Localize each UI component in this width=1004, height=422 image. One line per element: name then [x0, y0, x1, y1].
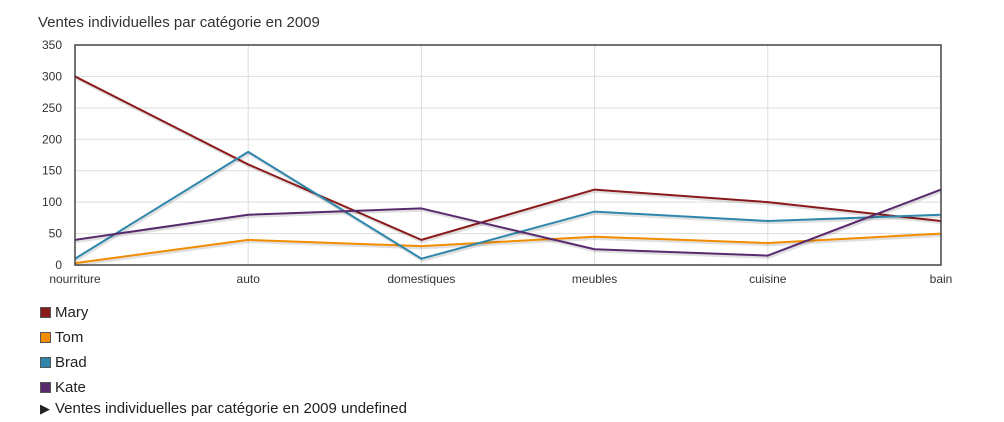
data-table-toggle[interactable]: ▶ Ventes individuelles par catégorie en 2… [40, 400, 407, 417]
series-line-mary [74, 75, 942, 241]
line-chart: 0 50 100 150 200 250 300 350 nourriture auto dome… [42, 38, 952, 286]
y-tick-label: 0 [55, 258, 62, 272]
legend-label: Tom [55, 329, 84, 346]
legend-swatch [40, 307, 51, 318]
legend-label: Mary [55, 304, 89, 321]
x-tick-label: auto [237, 272, 261, 286]
y-tick-label: 250 [42, 101, 62, 115]
y-tick-label: 350 [42, 38, 62, 52]
legend-swatch [40, 357, 51, 368]
legend-item-mary: Mary [40, 300, 88, 325]
legend-item-tom: Tom [40, 325, 88, 350]
series-line-tom [74, 232, 942, 265]
y-tick-label: 100 [42, 195, 62, 209]
x-tick-label: nourriture [49, 272, 101, 286]
series-lines [74, 75, 943, 267]
y-tick-label: 200 [42, 132, 62, 146]
legend-item-brad: Brad [40, 350, 88, 375]
expand-arrow-icon: ▶ [40, 401, 50, 416]
x-axis-ticks: nourriture auto domestiques meubles cuisine b… [49, 272, 952, 286]
legend: Mary Tom Brad Kate [40, 300, 88, 400]
legend-label: Kate [55, 379, 86, 396]
legend-swatch [40, 382, 51, 393]
x-tick-label: bain [930, 272, 953, 286]
series-shadow [75, 77, 943, 244]
series-shadow [75, 152, 943, 263]
y-tick-label: 150 [42, 164, 62, 178]
x-tick-label: meubles [572, 272, 617, 286]
y-tick-label: 50 [49, 227, 63, 241]
series-line-kate [74, 188, 942, 257]
chart-title: Ventes individuelles par catégorie en 20… [38, 14, 320, 31]
legend-label: Brad [55, 354, 87, 371]
series-line-brad [74, 150, 942, 260]
y-tick-label: 300 [42, 69, 62, 83]
y-axis-ticks: 0 50 100 150 200 250 300 350 [42, 38, 62, 272]
x-tick-label: domestiques [387, 272, 455, 286]
x-tick-label: cuisine [749, 272, 787, 286]
plot-frame [74, 44, 942, 266]
data-table-toggle-label: Ventes individuelles par catégorie en 20… [55, 400, 407, 417]
series-shadow [75, 190, 943, 259]
grid [74, 44, 942, 266]
legend-swatch [40, 332, 51, 343]
legend-item-kate: Kate [40, 375, 88, 400]
